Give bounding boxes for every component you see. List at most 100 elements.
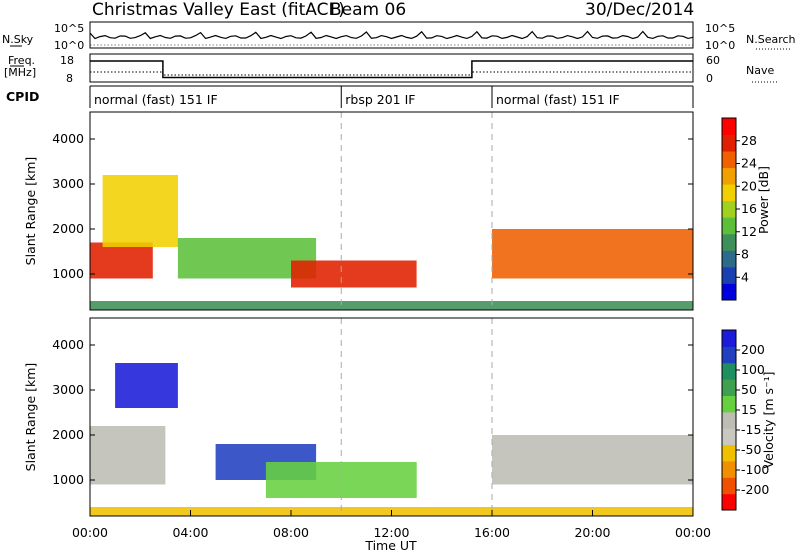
nave-label: Nave [746, 64, 774, 77]
colorbar-swatch [722, 346, 736, 364]
velocity-heatmap [90, 363, 693, 516]
cpid-segment-label: rbsp 201 IF [345, 92, 415, 107]
colorbar-tick-label: -100 [741, 462, 769, 477]
y-tick-label: 2000 [52, 427, 84, 442]
colorbar-swatch [722, 151, 736, 169]
colorbar-swatch [722, 250, 736, 268]
y-tick-label: 1000 [52, 472, 84, 487]
colorbar-tick-label: 15 [741, 402, 757, 417]
colorbar-swatch [722, 184, 736, 202]
colorbar-swatch [722, 200, 736, 218]
freq-tick-top: 18 [60, 54, 74, 67]
noise-right-tick-top: 10^5 [705, 22, 735, 35]
noise-frame [89, 21, 694, 49]
power-panel: 1000 2000 3000 4000 Slant Range [km] 4 8 12 16… [23, 111, 771, 311]
colorbar-swatch [722, 493, 736, 511]
colorbar-tick-label: -50 [741, 442, 761, 457]
noise-panel: N.Sky 10^5 10^0 10^5 10^0 N.Search [2, 21, 796, 52]
colorbar-swatch [722, 460, 736, 478]
y-tick-label: 1000 [52, 266, 84, 281]
cpid-segment-label: normal (fast) 151 IF [496, 92, 620, 107]
y-tick-label: 3000 [52, 176, 84, 191]
noise-tick-top: 10^5 [54, 22, 84, 35]
power-y-axis: 1000 2000 3000 4000 [52, 131, 693, 281]
colorbar-swatch [722, 118, 736, 135]
velocity-colorbar-label: Velocity [m s⁻¹] [761, 371, 776, 468]
frequency-frame [89, 53, 694, 83]
nave-tick-bottom: 0 [706, 72, 713, 85]
x-tick-label: 16:00 [474, 525, 510, 540]
colorbar-swatch [722, 283, 736, 301]
x-tick-label: 20:00 [574, 525, 610, 540]
y-tick-label: 3000 [52, 382, 84, 397]
power-colorbar: 4 8 12 16 20 24 28 [721, 117, 757, 301]
data-band [90, 426, 166, 485]
beam-label: Beam 06 [330, 0, 406, 20]
colorbar-swatch [722, 167, 736, 185]
frequency-panel: Freq. [MHz] 18 8 60 0 Nave [4, 53, 778, 85]
x-tick-label: 12:00 [373, 525, 409, 540]
velocity-colorbar: -200 -100 -50 -15 15 50 100 200 [721, 329, 769, 511]
colorbar-tick-label: 28 [741, 133, 757, 148]
noise-sky-line [89, 30, 694, 40]
colorbar-tick-label: 100 [741, 362, 765, 377]
colorbar-swatch [722, 411, 736, 429]
data-band [90, 242, 153, 279]
noise-right-label: N.Search [746, 33, 796, 46]
nave-tick-top: 60 [706, 54, 720, 67]
cpid-row: CPID normal (fast) 151 IF rbsp 201 IF norm… [6, 85, 694, 108]
power-frame [89, 111, 694, 311]
x-tick-label: 04:00 [172, 525, 208, 540]
data-band [291, 260, 417, 288]
x-tick-label: 00:00 [675, 525, 711, 540]
noise-left-label: N.Sky [2, 33, 34, 46]
data-band [115, 363, 178, 408]
noise-tick-bottom: 10^0 [54, 39, 84, 52]
cpid-segment-label: normal (fast) 151 IF [94, 92, 218, 107]
colorbar-tick-label: 50 [741, 382, 757, 397]
colorbar-swatch [722, 444, 736, 462]
colorbar-swatch [722, 379, 736, 396]
colorbar-frame [721, 329, 737, 511]
colorbar-tick-label: 16 [741, 201, 757, 216]
freq-label-2: [MHz] [4, 66, 36, 79]
data-band [265, 462, 417, 498]
date-label: 30/Dec/2014 [585, 0, 694, 20]
colorbar-tick-label: 24 [741, 156, 757, 171]
data-band [102, 175, 178, 247]
y-tick-label: 2000 [52, 221, 84, 236]
colorbar-tick-label: -200 [741, 482, 769, 497]
power-heatmap [90, 175, 693, 310]
velocity-x-axis: 00:00 04:00 08:00 12:00 16:00 20:00 00:00 [72, 510, 711, 540]
colorbar-tick-label: 8 [741, 247, 749, 262]
nave-line [90, 71, 693, 76]
cpid-label: CPID [6, 89, 39, 104]
velocity-y-axis: 1000 2000 3000 4000 [52, 337, 693, 487]
freq-label-1: Freq. [8, 54, 35, 67]
colorbar-swatch [722, 134, 736, 152]
power-colorbar-label: Power [dB] [756, 166, 771, 234]
colorbar-tick-label: 200 [741, 342, 765, 357]
colorbar-swatch [722, 266, 736, 284]
power-ylabel: Slant Range [km] [23, 157, 38, 266]
noise-right-tick-bottom: 10^0 [705, 39, 735, 52]
title: Christmas Valley East (fitACF) [92, 0, 345, 20]
colorbar-swatch [722, 362, 736, 380]
colorbar-tick-label: -15 [741, 422, 761, 437]
x-tick-label: 00:00 [72, 525, 108, 540]
freq-tick-bottom: 8 [66, 72, 73, 85]
colorbar-tick-label: 12 [741, 224, 757, 239]
colorbar-swatch [722, 477, 736, 495]
x-tick-label: 08:00 [273, 525, 309, 540]
colorbar-swatch [722, 395, 736, 413]
colorbar-swatch [722, 233, 736, 251]
colorbar-tick-label: 4 [741, 269, 749, 284]
x-axis-label: Time UT [364, 538, 417, 553]
velocity-ylabel: Slant Range [km] [23, 363, 38, 472]
colorbar-swatch [722, 217, 736, 235]
velocity-panel: 1000 2000 3000 4000 00:00 04:00 08:00 12:00 16:… [23, 317, 776, 553]
y-tick-label: 4000 [52, 337, 84, 352]
colorbar-swatch [722, 330, 736, 347]
frequency-line [90, 60, 693, 79]
